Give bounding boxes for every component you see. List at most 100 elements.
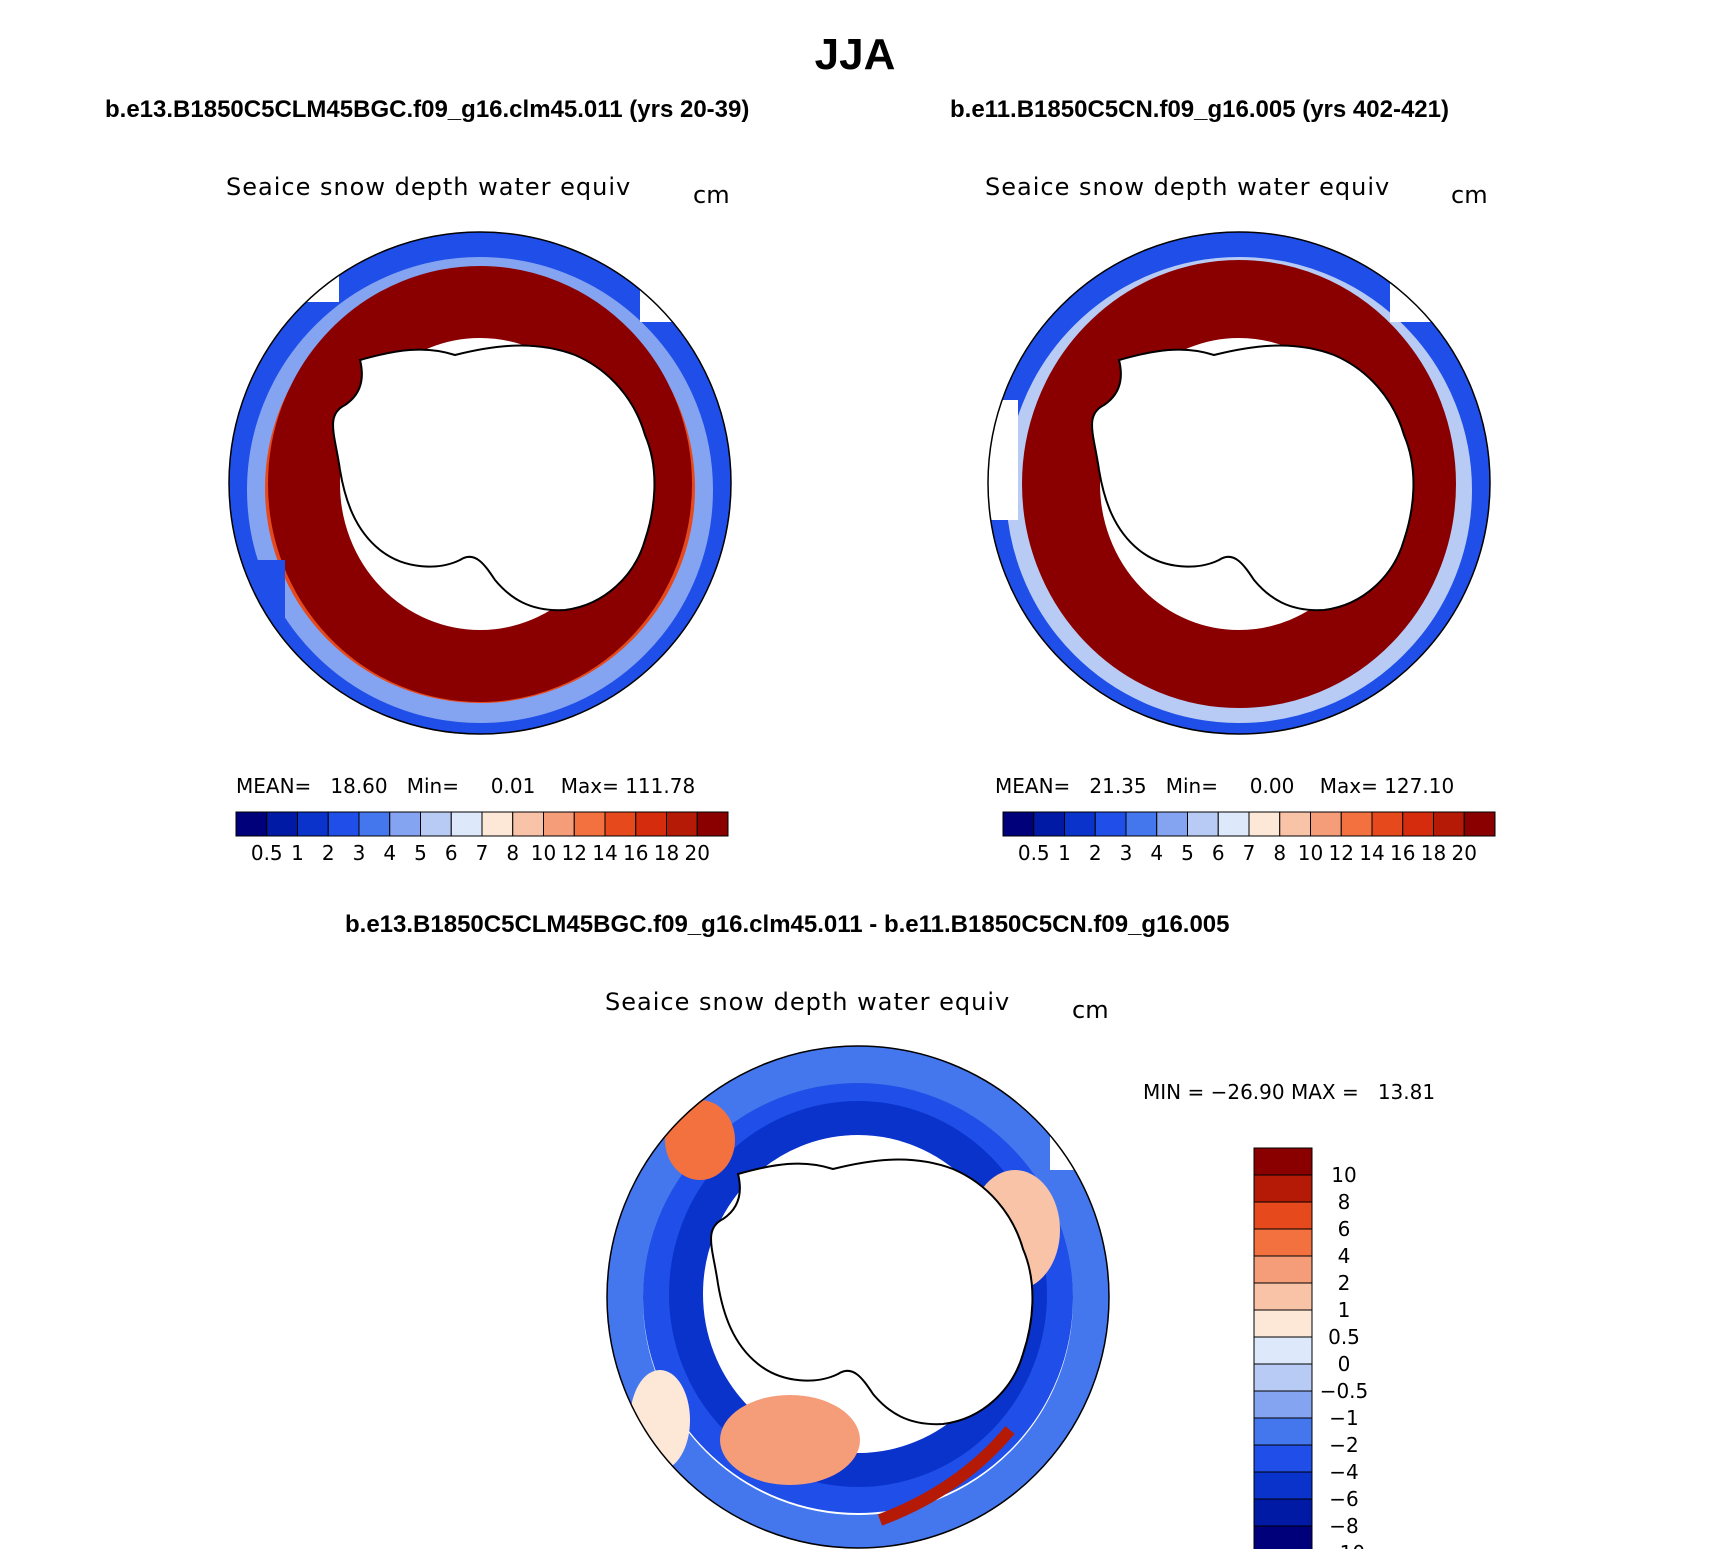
diff-min-value: −26.90 — [1210, 1080, 1285, 1104]
right-min-value: 0.00 — [1249, 774, 1295, 798]
diff-colorbar-tick-label: −8 — [1329, 1514, 1358, 1538]
diff-colorbar-swatch — [1253, 1147, 1313, 1176]
right-unit-label: cm — [1451, 181, 1488, 209]
diff-colorbar-swatch — [1253, 1471, 1313, 1500]
right-colorbar-swatch — [1310, 811, 1342, 837]
diff-colorbar-tick-label: −10 — [1323, 1541, 1365, 1549]
diff-colorbar-swatch — [1253, 1228, 1313, 1257]
right-min-label: Min= — [1165, 774, 1218, 798]
diff-colorbar-tick-label: −6 — [1329, 1487, 1358, 1511]
left-min-value: 0.01 — [490, 774, 536, 798]
diff-colorbar-swatch — [1253, 1255, 1313, 1284]
left-colorbar-tick-label: 5 — [414, 841, 427, 865]
right-colorbar-swatch — [1002, 811, 1035, 837]
left-max-label: Max= — [560, 774, 619, 798]
figure-title: JJA — [814, 30, 896, 79]
left-colorbar-swatch — [604, 811, 637, 837]
right-colorbar: 0.5 1 2 3 4 5 6 7 8 10 12 14 16 18 20 — [1002, 811, 1496, 865]
diff-colorbar-tick-label: 8 — [1338, 1190, 1351, 1214]
diff-colorbar-tick-label: 0.5 — [1328, 1325, 1360, 1349]
right-colorbar-swatch — [1033, 811, 1065, 837]
diff-colorbar-swatch — [1253, 1363, 1313, 1392]
diff-colorbar: 10 8 6 4 2 1 0.5 0 −0.5 −1 −2 −4 −6 −8 −10 — [1253, 1147, 1369, 1549]
left-mean-label: MEAN= — [236, 774, 312, 798]
diff-colorbar-tick-label: 6 — [1338, 1217, 1351, 1241]
left-min-label: Min= — [406, 774, 459, 798]
left-colorbar-swatch — [389, 811, 421, 837]
diff-colorbar-swatch — [1253, 1417, 1313, 1446]
diff-colorbar-tick-label: −4 — [1329, 1460, 1358, 1484]
left-colorbar-swatch — [297, 811, 329, 837]
left-colorbar-swatch — [266, 811, 298, 837]
left-map — [228, 231, 732, 735]
left-colorbar-tick-label: 1 — [291, 841, 304, 865]
left-colorbar-swatch — [358, 811, 391, 837]
left-colorbar-tick-label: 8 — [506, 841, 519, 865]
left-colorbar-swatch — [235, 811, 268, 837]
left-colorbar-swatch — [420, 811, 452, 837]
diff-colorbar-swatch — [1253, 1309, 1313, 1338]
left-colorbar-swatch — [450, 811, 483, 837]
left-colorbar-tick-label: 20 — [685, 841, 710, 865]
left-colorbar-tick-label: 12 — [562, 841, 587, 865]
diff-colorbar-swatch — [1253, 1336, 1313, 1365]
diff-colorbar-swatch — [1253, 1201, 1313, 1230]
diff-colorbar-swatch — [1253, 1525, 1313, 1549]
left-colorbar-swatch — [635, 811, 667, 837]
right-colorbar-tick-label: 0.5 — [1018, 841, 1050, 865]
diff-colorbar-tick-label: −0.5 — [1320, 1379, 1369, 1403]
right-colorbar-tick-label: 18 — [1421, 841, 1446, 865]
right-colorbar-swatch — [1094, 811, 1127, 837]
right-colorbar-swatch — [1187, 811, 1219, 837]
right-colorbar-tick-label: 1 — [1058, 841, 1071, 865]
right-colorbar-swatch — [1064, 811, 1096, 837]
right-colorbar-swatch — [1156, 811, 1188, 837]
left-colorbar-swatch — [327, 811, 360, 837]
left-unit-label: cm — [693, 181, 730, 209]
diff-colorbar-swatch — [1253, 1390, 1313, 1419]
left-colorbar-swatch — [666, 811, 698, 837]
diff-colorbar-swatch — [1253, 1174, 1313, 1203]
diff-colorbar-tick-label: 10 — [1331, 1163, 1356, 1187]
right-colorbar-tick-label: 6 — [1212, 841, 1225, 865]
right-colorbar-swatch — [1463, 811, 1496, 837]
right-max-label: Max= — [1319, 774, 1378, 798]
right-map — [987, 231, 1491, 735]
right-colorbar-tick-label: 12 — [1329, 841, 1354, 865]
left-max-value: 111.78 — [625, 774, 696, 798]
left-colorbar-swatch — [543, 811, 575, 837]
right-stats: MEAN= 21.35 Min= 0.00 Max= 127.10 — [995, 774, 1454, 798]
right-mean-value: 21.35 — [1089, 774, 1147, 798]
left-colorbar-tick-label: 6 — [445, 841, 458, 865]
right-variable-label: Seaice snow depth water equiv — [985, 173, 1391, 201]
right-colorbar-swatch — [1125, 811, 1158, 837]
left-colorbar-tick-label: 7 — [476, 841, 489, 865]
right-colorbar-swatch — [1371, 811, 1404, 837]
left-colorbar-swatch — [481, 811, 514, 837]
right-colorbar-tick-label: 14 — [1359, 841, 1384, 865]
diff-colorbar-swatch — [1253, 1282, 1313, 1311]
left-stats: MEAN= 18.60 Min= 0.01 Max= 111.78 — [236, 774, 695, 798]
right-colorbar-swatch — [1279, 811, 1311, 837]
left-colorbar-tick-label: 14 — [592, 841, 617, 865]
right-colorbar-tick-label: 16 — [1390, 841, 1415, 865]
right-colorbar-tick-label: 4 — [1150, 841, 1163, 865]
diff-colorbar-tick-label: 2 — [1338, 1271, 1351, 1295]
diff-unit-label: cm — [1072, 996, 1109, 1024]
diff-colorbar-tick-label: −1 — [1329, 1406, 1358, 1430]
diff-colorbar-swatch — [1253, 1498, 1313, 1527]
right-colorbar-tick-label: 5 — [1181, 841, 1194, 865]
right-colorbar-swatch — [1433, 811, 1465, 837]
diff-map — [606, 1045, 1110, 1549]
diff-colorbar-tick-label: 1 — [1338, 1298, 1351, 1322]
left-colorbar-tick-label: 10 — [531, 841, 556, 865]
right-colorbar-tick-label: 10 — [1298, 841, 1323, 865]
right-colorbar-swatch — [1402, 811, 1434, 837]
left-colorbar-tick-label: 16 — [623, 841, 648, 865]
right-case-title: b.e11.B1850C5CN.f09_g16.005 (yrs 402-421… — [950, 96, 1449, 123]
left-colorbar-swatch — [512, 811, 544, 837]
left-colorbar-swatch — [696, 811, 729, 837]
right-colorbar-tick-label: 2 — [1089, 841, 1102, 865]
right-colorbar-swatch — [1340, 811, 1373, 837]
